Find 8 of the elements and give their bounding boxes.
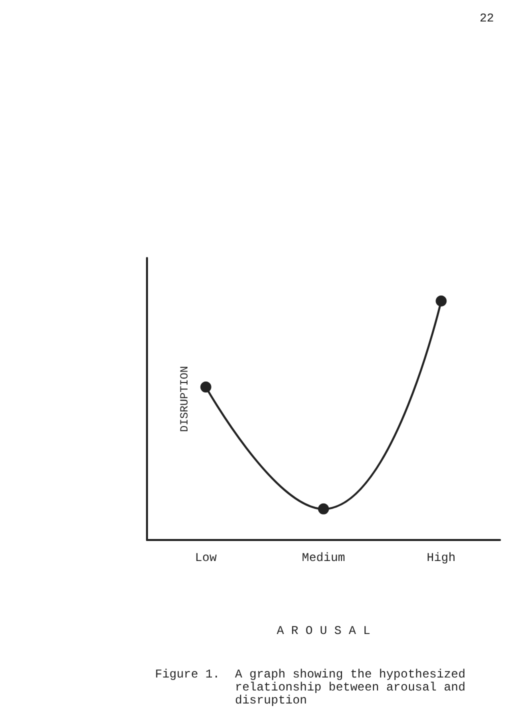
x-tick-label: Medium (302, 551, 346, 565)
x-tick-label: Low (195, 551, 218, 565)
text: A graph showing the hypothesized relationship between arousal and disruption (235, 668, 473, 708)
y-axis-title: DISRUPTION (180, 366, 192, 432)
x-tick-label: High (426, 551, 456, 565)
text: 22 (480, 12, 494, 26)
x-axis-title: A R O U S A L (276, 624, 370, 638)
caption: Figure 1. (155, 668, 220, 682)
